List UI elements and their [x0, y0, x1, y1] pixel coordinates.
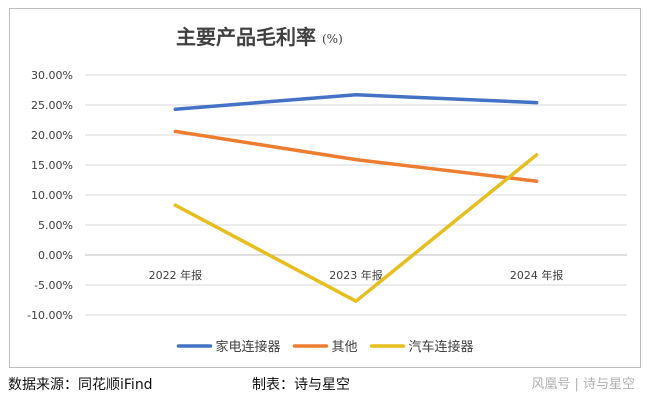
legend-label: 其他	[332, 340, 358, 355]
legend-label: 汽车连接器	[409, 339, 474, 355]
chart-frame: 主要产品毛利率 (%) 30.00% 25.00% 20.00% 15.00% 10.0…	[9, 8, 641, 368]
footer-maker: 制表：诗与星空	[252, 377, 350, 393]
series-line	[173, 93, 539, 111]
grid-layer	[85, 74, 627, 316]
y-tick-label: 20.00%	[31, 129, 73, 142]
y-tick-label: 0.00%	[38, 249, 73, 262]
y-tick-label: 5.00%	[38, 219, 73, 232]
x-axis-ticks: 2022 年报 2023 年报 2024 年报	[149, 268, 564, 282]
y-axis-ticks: 30.00% 25.00% 20.00% 15.00% 10.00% 5.00% 0.00%…	[27, 69, 73, 322]
chart-title: 主要产品毛利率	[176, 25, 316, 49]
legend-label: 家电连接器	[216, 339, 281, 355]
y-tick-label: 25.00%	[31, 99, 73, 112]
series-layer	[173, 93, 539, 303]
chart-title-unit: (%)	[322, 32, 343, 46]
y-tick-label: -10.00%	[27, 309, 73, 322]
x-tick-label: 2022 年报	[149, 268, 203, 282]
chart-svg: 主要产品毛利率 (%) 30.00% 25.00% 20.00% 15.00% 10.0…	[27, 25, 627, 355]
legend: 家电连接器 其他 汽车连接器	[176, 339, 474, 355]
watermark: 风凰号 | 诗与星空	[531, 377, 635, 392]
y-tick-label: -5.00%	[34, 279, 73, 292]
x-tick-label: 2023 年报	[329, 268, 383, 282]
series-line	[173, 129, 539, 183]
y-tick-label: 15.00%	[31, 159, 73, 172]
y-tick-label: 30.00%	[31, 69, 73, 82]
series-line	[173, 153, 539, 303]
y-tick-label: 10.00%	[31, 189, 73, 202]
x-tick-label: 2024 年报	[510, 268, 564, 282]
footer-source: 数据来源：同花顺iFind	[8, 377, 153, 393]
